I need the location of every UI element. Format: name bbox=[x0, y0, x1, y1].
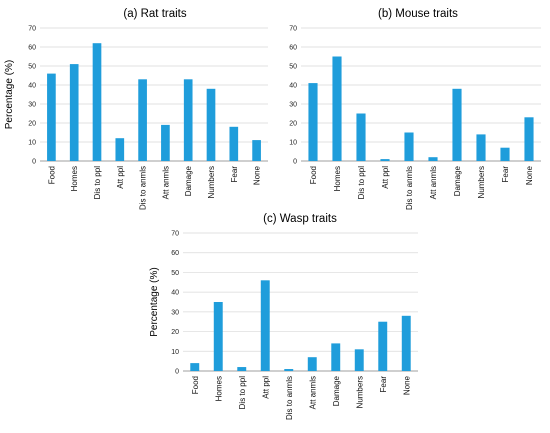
mouse-category-label: Food bbox=[309, 166, 318, 184]
wasp-y-tick-label: 20 bbox=[171, 329, 179, 336]
wasp-y-tick-label: 30 bbox=[171, 309, 179, 316]
rat-category-label: Att ppl bbox=[116, 166, 125, 189]
mouse-y-tick-label: 30 bbox=[289, 102, 297, 109]
mouse-y-tick-label: 40 bbox=[289, 83, 297, 90]
wasp-category-label: Fear bbox=[379, 376, 388, 393]
mouse-category-label: None bbox=[525, 165, 534, 185]
rat-y-tick-label: 40 bbox=[28, 83, 36, 90]
wasp-bar-dis-to-anmls bbox=[284, 369, 294, 371]
rat-category-label: Att anmls bbox=[161, 166, 170, 199]
mouse-category-label: Att anmls bbox=[429, 166, 438, 199]
wasp-category-label: Damage bbox=[332, 375, 341, 406]
rat-y-tick-label: 20 bbox=[28, 121, 36, 128]
rat-bar-food bbox=[47, 73, 56, 161]
mouse-bar-att-ppl bbox=[380, 159, 390, 161]
wasp-bar-dis-to-ppl bbox=[237, 367, 247, 371]
rat-category-label: Dis to anmls bbox=[139, 166, 148, 210]
wasp-category-label: Att anmls bbox=[308, 376, 317, 409]
wasp-y-tick-label: 70 bbox=[171, 231, 179, 238]
mouse-y-tick-label: 60 bbox=[289, 45, 297, 52]
wasp-category-label: Att ppl bbox=[261, 376, 270, 399]
rat-category-label: Fear bbox=[230, 166, 239, 183]
mouse-category-label: Numbers bbox=[477, 166, 486, 198]
rat-y-tick-label: 70 bbox=[28, 26, 36, 33]
wasp-category-label: Dis to anmls bbox=[285, 376, 294, 420]
mouse-category-label: Dis to anmls bbox=[405, 166, 414, 210]
wasp-chart-title: (c) Wasp traits bbox=[263, 213, 337, 225]
mouse-y-tick-label: 50 bbox=[289, 64, 297, 71]
rat-y-tick-label: 0 bbox=[32, 159, 36, 166]
wasp-category-label: Numbers bbox=[355, 376, 364, 408]
wasp-traits-chart: (c) Wasp traits 0 10 20 30 40 50 60 70 Percentage… bbox=[149, 213, 418, 420]
mouse-y-tick-label: 0 bbox=[293, 159, 297, 166]
rat-bar-homes bbox=[69, 64, 79, 161]
mouse-bar-homes bbox=[332, 56, 342, 161]
rat-category-label: Food bbox=[47, 166, 56, 184]
rat-category-label: Homes bbox=[70, 166, 79, 191]
wasp-bar-food bbox=[190, 363, 200, 371]
rat-bar-dis-to-anmls bbox=[138, 79, 147, 161]
rat-y-tick-label: 10 bbox=[28, 140, 36, 147]
rat-chart-title: (a) Rat traits bbox=[123, 8, 187, 20]
rat-y-axis-label: Percentage (%) bbox=[4, 60, 15, 129]
mouse-y-tick-label: 10 bbox=[289, 140, 297, 147]
wasp-y-tick-label: 0 bbox=[175, 369, 179, 376]
rat-traits-chart: (a) Rat traits 0 10 20 30 40 50 60 70 Percentage … bbox=[4, 8, 268, 210]
wasp-bar-damage bbox=[331, 343, 341, 371]
mouse-bar-dis-to-anmls bbox=[404, 132, 414, 161]
wasp-y-axis-label: Percentage (%) bbox=[149, 267, 160, 336]
rat-category-label: Dis to ppl bbox=[93, 166, 102, 200]
wasp-bar-att-anmls bbox=[307, 357, 317, 371]
mouse-bar-none bbox=[524, 117, 534, 161]
rat-bar-none bbox=[252, 140, 261, 161]
rat-bar-dis-to-ppl bbox=[92, 43, 102, 162]
rat-y-tick-label: 50 bbox=[28, 64, 36, 71]
mouse-chart-title: (b) Mouse traits bbox=[378, 8, 458, 20]
rat-bar-att-ppl bbox=[115, 138, 125, 161]
wasp-y-tick-label: 10 bbox=[171, 349, 179, 356]
mouse-category-label: Fear bbox=[501, 166, 510, 183]
mouse-traits-chart: (b) Mouse traits 0 10 20 30 40 50 60 70 Food Homes… bbox=[289, 8, 541, 210]
rat-category-label: None bbox=[253, 165, 262, 185]
mouse-y-tick-label: 70 bbox=[289, 26, 297, 33]
mouse-y-tick-label: 20 bbox=[289, 121, 297, 128]
wasp-category-label: Dis to ppl bbox=[238, 376, 247, 410]
rat-category-label: Numbers bbox=[207, 166, 216, 198]
mouse-bar-fear bbox=[500, 147, 510, 161]
wasp-category-label: Homes bbox=[214, 376, 223, 401]
wasp-bar-homes bbox=[213, 302, 223, 371]
wasp-category-label: None bbox=[402, 375, 411, 395]
rat-y-tick-label: 30 bbox=[28, 102, 36, 109]
wasp-y-tick-label: 40 bbox=[171, 290, 179, 297]
mouse-bar-att-anmls bbox=[428, 157, 438, 161]
mouse-category-label: Att ppl bbox=[381, 166, 390, 189]
wasp-y-tick-label: 60 bbox=[171, 250, 179, 257]
mouse-category-label: Dis to ppl bbox=[357, 166, 366, 200]
wasp-y-tick-label: 50 bbox=[171, 270, 179, 277]
rat-y-tick-label: 60 bbox=[28, 45, 36, 52]
mouse-bar-food bbox=[308, 83, 318, 161]
rat-bar-damage bbox=[183, 79, 193, 161]
wasp-category-label: Food bbox=[191, 376, 200, 394]
wasp-bar-att-ppl bbox=[260, 280, 270, 371]
wasp-bar-numbers bbox=[354, 349, 364, 371]
mouse-bar-dis-to-ppl bbox=[356, 113, 366, 161]
wasp-bar-none bbox=[401, 315, 411, 371]
mouse-bar-numbers bbox=[476, 134, 486, 161]
rat-bar-numbers bbox=[206, 88, 216, 161]
mouse-bar-damage bbox=[452, 88, 462, 161]
rat-category-label: Damage bbox=[184, 165, 193, 196]
mouse-category-label: Damage bbox=[453, 165, 462, 196]
rat-bar-att-anmls bbox=[161, 124, 170, 161]
rat-bar-fear bbox=[229, 126, 239, 161]
mouse-category-label: Homes bbox=[333, 166, 342, 191]
wasp-bar-fear bbox=[378, 321, 388, 371]
